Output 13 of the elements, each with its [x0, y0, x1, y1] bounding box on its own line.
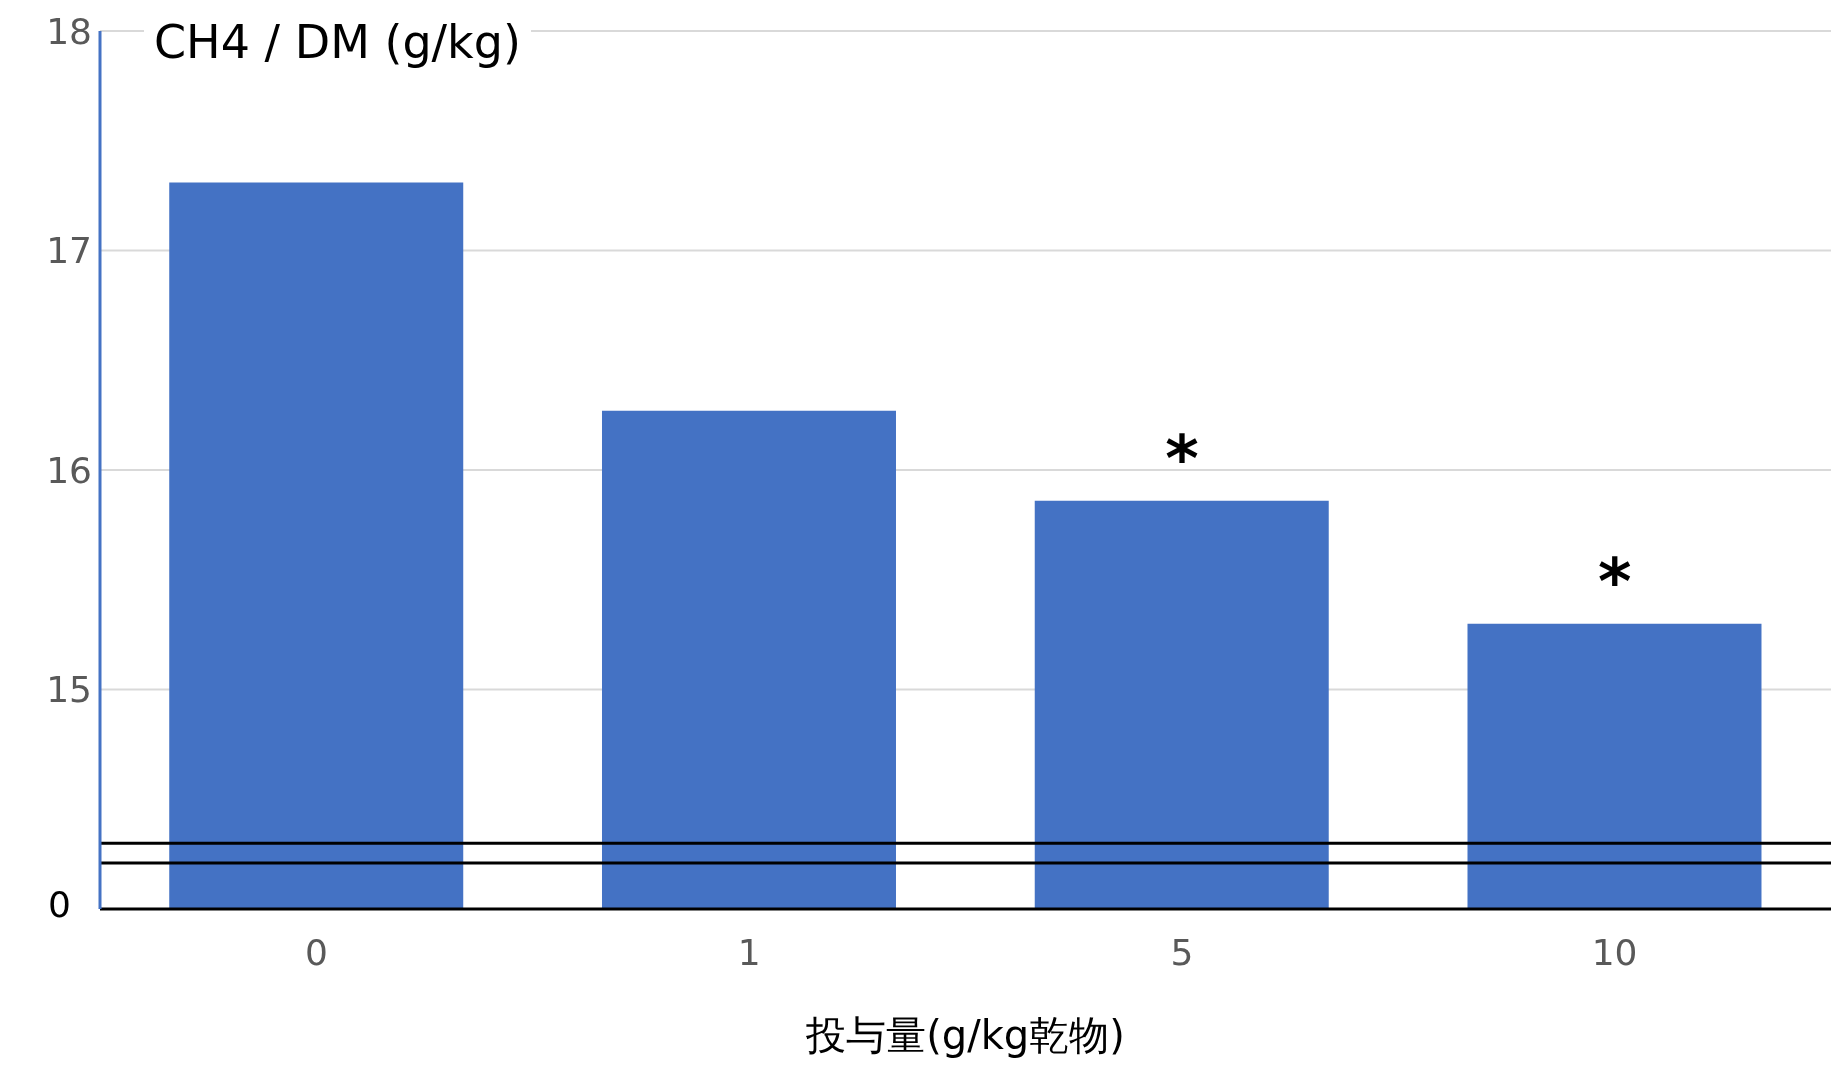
y-tick-label: 18: [46, 10, 92, 52]
annotation: *: [1597, 544, 1632, 619]
x-tick-label: 10: [1591, 931, 1638, 973]
x-tick-label: 0: [304, 931, 328, 973]
y-axis-title: CH4 / DM (g/kg): [144, 12, 531, 72]
annotation: *: [1165, 421, 1199, 496]
x-tick-label: 1: [737, 931, 761, 973]
y-tick-label: 16: [46, 449, 92, 491]
y-tick-label: 17: [46, 230, 92, 272]
y-tick-label: 15: [46, 669, 92, 711]
x-axis-title: 投与量(g/kg乾物): [805, 1012, 1125, 1058]
x-tick-label: 5: [1170, 931, 1194, 973]
text: 0: [48, 883, 71, 927]
